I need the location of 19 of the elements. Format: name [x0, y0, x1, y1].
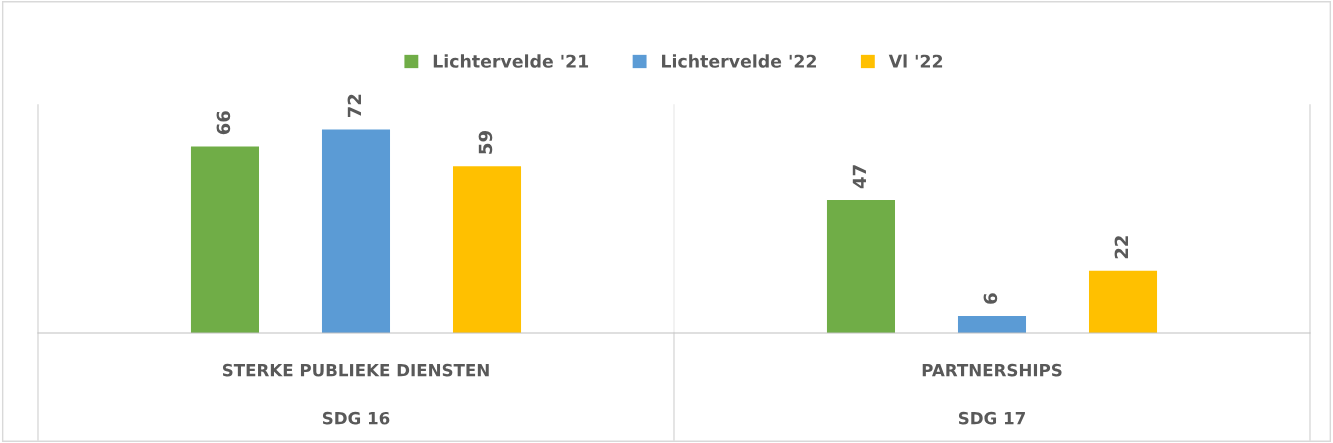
- legend-label: Vl '22: [888, 54, 943, 68]
- bar: [321, 129, 391, 333]
- x-tick-label: PARTNERSHIPS: [922, 363, 1062, 377]
- bar: [826, 200, 896, 333]
- legend-label: Lichtervelde '21: [433, 54, 589, 68]
- bar: [957, 316, 1027, 333]
- text: SDG 16: [322, 411, 390, 425]
- bar: [190, 146, 260, 333]
- x-tick-label: STERKE PUBLIEKE DIENSTEN: [222, 363, 489, 377]
- data-label: 66: [216, 111, 231, 135]
- data-label: 47: [852, 165, 866, 189]
- data-label: 6: [983, 293, 998, 304]
- bar: [1088, 270, 1158, 333]
- bar: [452, 166, 522, 333]
- data-label: 59: [478, 131, 493, 154]
- text: SDG 17: [958, 411, 1025, 425]
- data-label: 72: [347, 94, 361, 118]
- legend-label: Lichtervelde '22: [662, 54, 816, 68]
- data-label: 22: [1114, 236, 1128, 259]
